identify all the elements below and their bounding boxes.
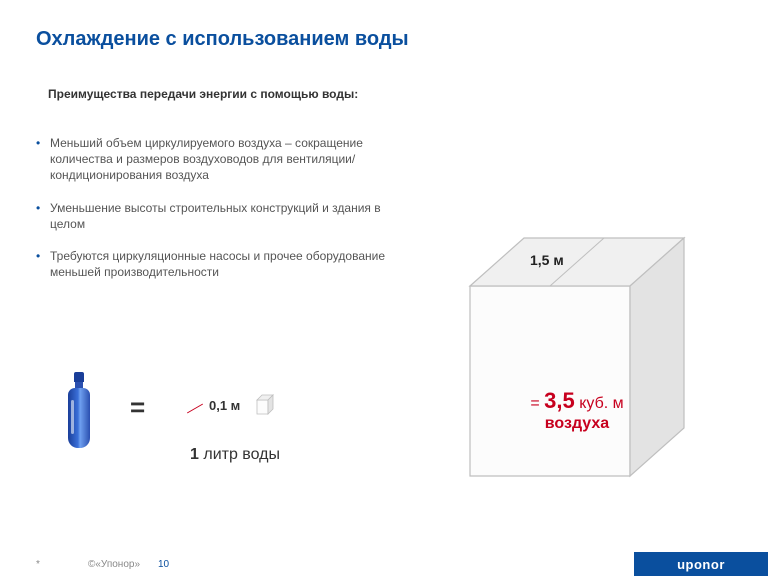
air-value: 3,5 <box>544 388 575 413</box>
air-volume-label: = 3,5 куб. м воздуха <box>472 388 682 434</box>
footer: * ©«Упонор» 10 uponor <box>0 552 768 576</box>
footer-copyright: ©«Упонор» <box>88 559 140 570</box>
subtitle: Преимущества передачи энергии с помощью … <box>48 86 428 102</box>
water-amount-label: 1 литр воды <box>190 446 280 464</box>
bullet-item: Меньший объем циркулируемого воздуха – с… <box>36 135 416 184</box>
water-amount-number: 1 <box>190 446 199 463</box>
page-title: Охлаждение с использованием воды <box>36 28 409 51</box>
small-cube-icon <box>254 394 276 416</box>
footer-page-number: 10 <box>158 559 169 570</box>
big-cube-icon <box>460 232 700 482</box>
bullet-item: Уменьшение высоты строительных конструкц… <box>36 200 416 232</box>
air-unit: куб. м <box>575 395 624 412</box>
bullet-list: Меньший объем циркулируемого воздуха – с… <box>36 135 416 296</box>
water-amount-text: литр воды <box>199 446 280 463</box>
air-word: воздуха <box>472 414 682 433</box>
bullet-item: Требуются циркуляционные насосы и прочее… <box>36 248 416 280</box>
big-dimension-label: 1,5 м <box>530 252 564 268</box>
footer-star: * <box>36 559 40 570</box>
water-bottle-icon <box>68 372 90 448</box>
small-dimension-label: 0,1 м <box>209 398 240 413</box>
small-dimension-line <box>187 404 203 414</box>
slide: Охлаждение с использованием воды Преимущ… <box>0 0 768 576</box>
brand-logo: uponor <box>634 552 768 576</box>
air-equals: = <box>530 395 544 412</box>
equals-sign: = <box>130 392 145 423</box>
